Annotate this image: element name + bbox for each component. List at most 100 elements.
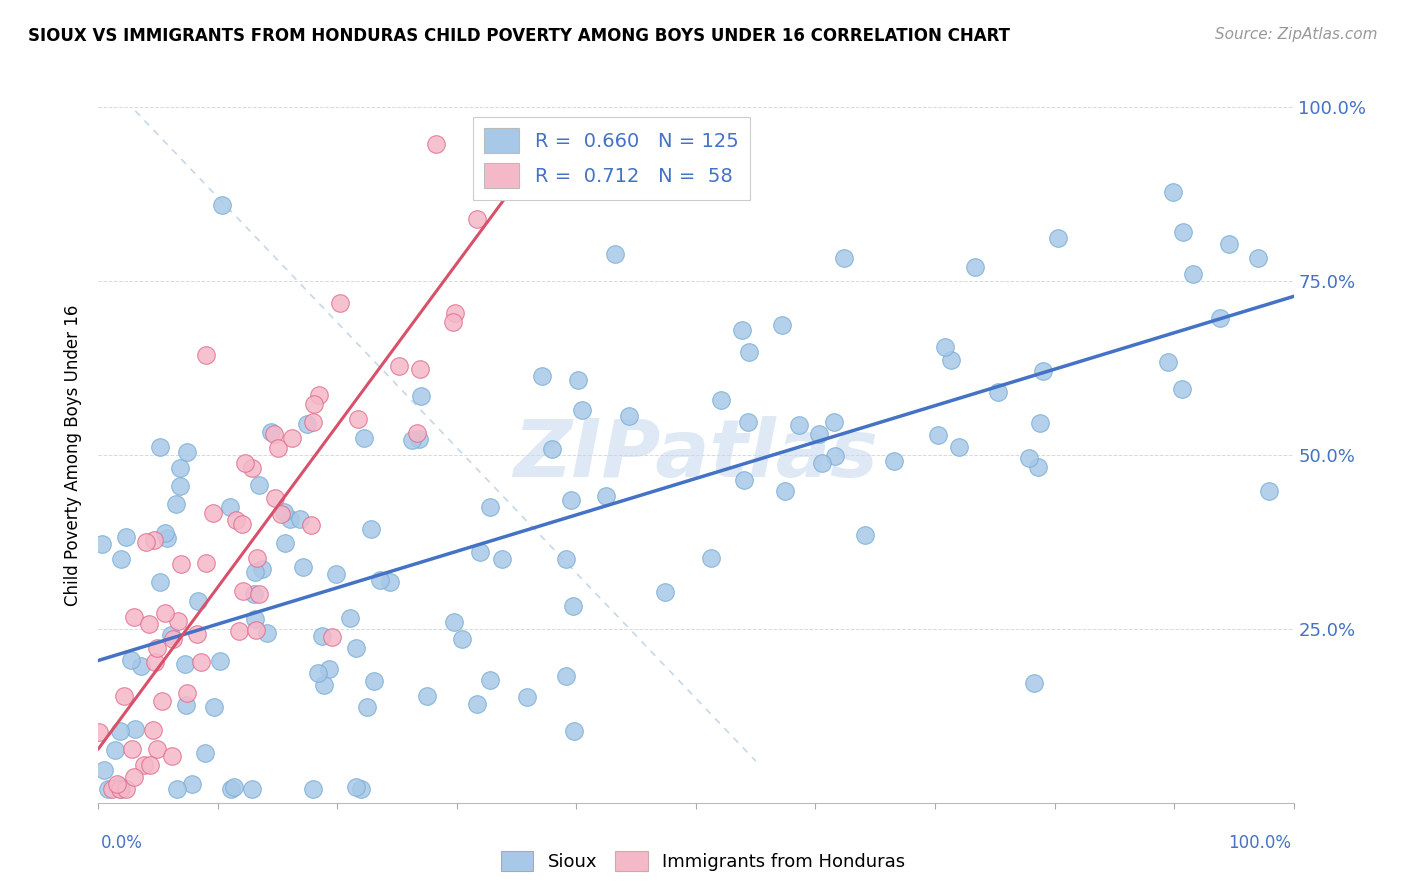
Point (416, 689, 439, 703)
Point (187, 594, 209, 608)
Point (516, 690, 538, 704)
Point (108, 781, 131, 796)
Point (295, 417, 318, 431)
Text: Source: ZipAtlas.com: Source: ZipAtlas.com (1215, 27, 1378, 42)
Point (339, 611, 361, 625)
Point (567, 373, 589, 387)
Point (307, 665, 329, 680)
Point (325, 567, 347, 582)
Point (245, 612, 267, 626)
Point (240, 781, 263, 796)
Point (948, 441, 970, 455)
Point (194, 556, 217, 570)
Point (302, 415, 325, 429)
Point (378, 574, 401, 589)
Point (247, 587, 270, 601)
Point (408, 362, 430, 376)
Point (963, 260, 986, 275)
Point (176, 686, 198, 700)
Point (194, 747, 217, 761)
Point (1157, 355, 1180, 369)
Point (465, 212, 488, 227)
Point (121, 742, 143, 756)
Point (152, 693, 174, 707)
Point (302, 781, 325, 796)
Point (155, 606, 177, 620)
Point (368, 574, 391, 588)
Y-axis label: Child Poverty Among Boys Under 16: Child Poverty Among Boys Under 16 (65, 304, 83, 606)
Point (114, 781, 136, 796)
Point (219, 781, 242, 796)
Point (388, 359, 411, 373)
Point (135, 535, 157, 549)
Point (425, 137, 447, 152)
Point (700, 550, 723, 565)
Point (231, 516, 253, 531)
Point (149, 440, 172, 454)
Point (108, 723, 131, 738)
Point (321, 630, 343, 644)
Point (247, 477, 270, 491)
Point (468, 545, 491, 559)
Point (142, 533, 165, 547)
Point (173, 657, 195, 671)
Point (159, 628, 181, 642)
Point (329, 296, 352, 310)
Point (225, 513, 247, 527)
Point (1258, 484, 1281, 499)
Point (267, 441, 290, 455)
Point (405, 425, 427, 440)
Point (773, 484, 796, 499)
Point (208, 654, 231, 668)
Point (1029, 416, 1052, 430)
Point (1026, 460, 1049, 475)
Point (110, 552, 132, 566)
Point (240, 461, 263, 475)
Point (603, 247, 626, 261)
Point (465, 698, 488, 712)
Point (270, 507, 292, 521)
Point (263, 491, 285, 506)
Point (356, 699, 378, 714)
Text: 100.0%: 100.0% (1227, 834, 1291, 852)
Point (146, 742, 169, 756)
Point (401, 434, 423, 448)
Point (278, 512, 301, 526)
Point (411, 389, 433, 403)
Point (710, 392, 733, 407)
Point (770, 318, 793, 332)
Point (363, 673, 385, 688)
Point (441, 315, 464, 329)
Point (165, 497, 187, 511)
Point (219, 500, 242, 514)
Legend: R =  0.660   N = 125, R =  0.712   N =  58: R = 0.660 N = 125, R = 0.712 N = 58 (472, 117, 751, 200)
Point (190, 655, 212, 669)
Point (555, 669, 578, 683)
Point (934, 340, 956, 354)
Point (149, 574, 172, 589)
Point (312, 678, 335, 692)
Point (186, 627, 208, 641)
Point (311, 629, 333, 643)
Point (318, 663, 340, 677)
Point (344, 640, 367, 655)
Point (263, 427, 285, 442)
Point (169, 479, 191, 493)
Point (290, 512, 312, 526)
Point (139, 758, 162, 772)
Point (478, 673, 501, 687)
Point (194, 348, 217, 362)
Point (153, 525, 176, 540)
Point (789, 418, 811, 433)
Point (142, 723, 165, 737)
Point (1246, 251, 1268, 265)
Point (129, 659, 152, 673)
Point (832, 251, 855, 265)
Point (560, 493, 582, 508)
Point (250, 562, 273, 576)
Point (281, 431, 304, 445)
Point (162, 632, 184, 647)
Point (274, 535, 297, 549)
Point (174, 698, 197, 713)
Point (360, 522, 382, 536)
